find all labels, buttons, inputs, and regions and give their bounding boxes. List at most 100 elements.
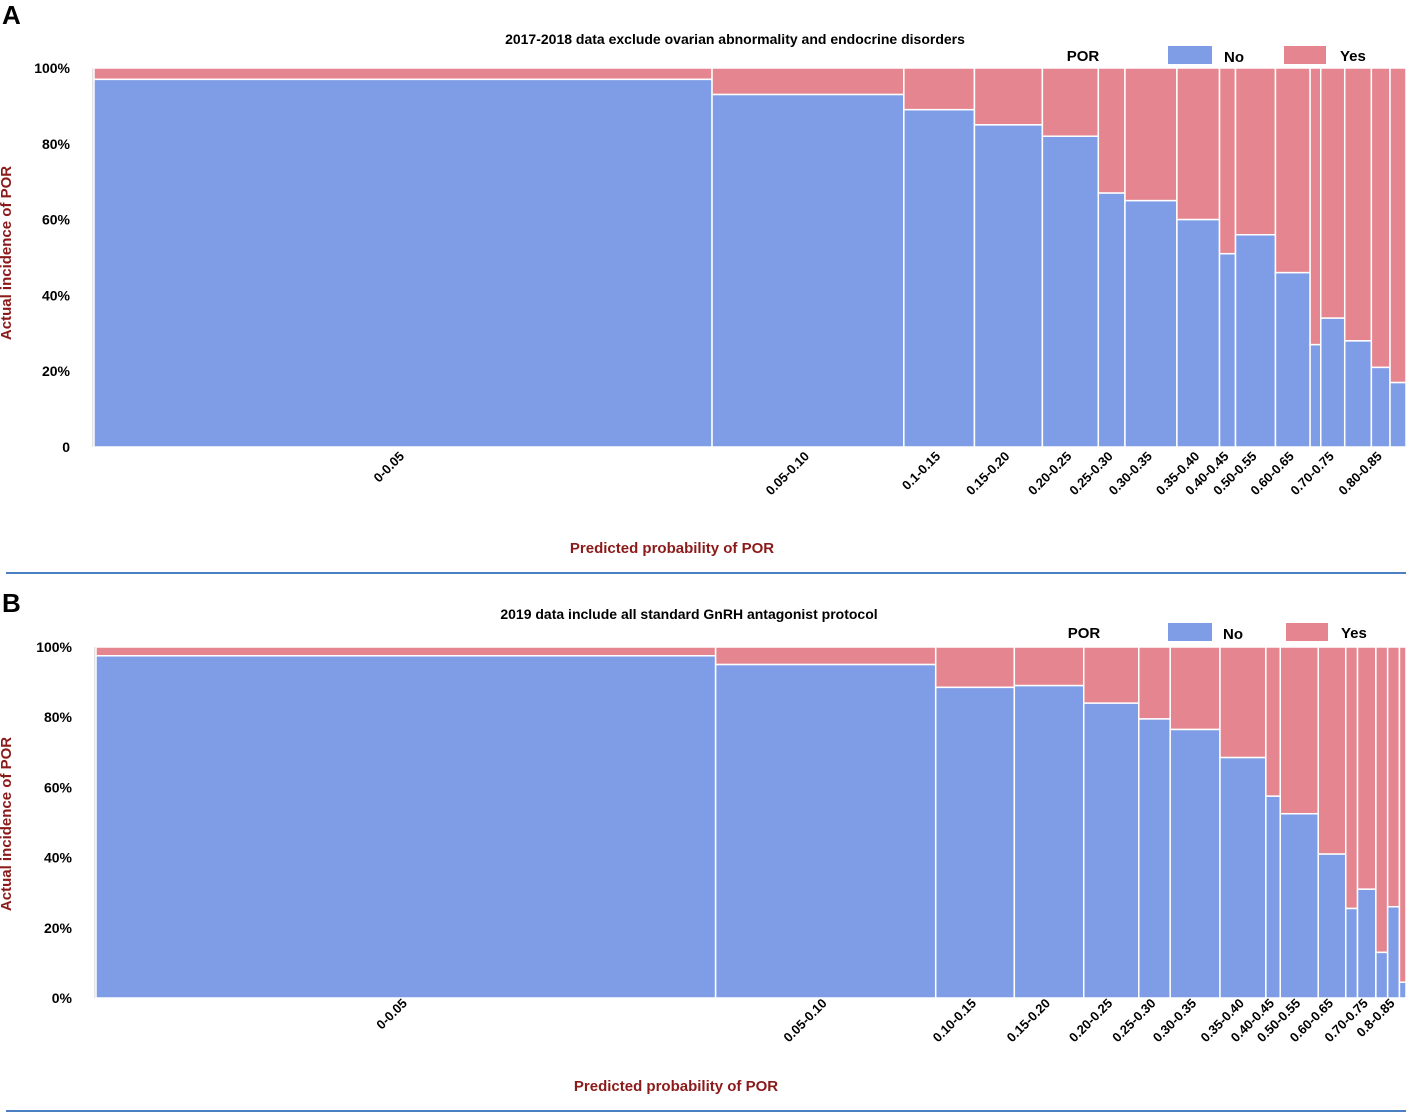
x-axis-label-b: Predicted probability of POR: [574, 1078, 778, 1095]
plot-area-a: 0 20% 40% 60% 80% 100% 0-0.05 0.05-0.10 0.1-0.15…: [34, 60, 1407, 498]
x-tick-label-b-2: 0.10-0.15: [930, 996, 979, 1045]
legend-label-no-a: No: [1224, 49, 1244, 66]
bar-yes-a-16: [1370, 67, 1391, 369]
bar-yes-b-7: [1219, 646, 1267, 759]
bar-yes-a-5: [1097, 67, 1126, 194]
y-tick-label-b: 0%: [52, 990, 73, 1006]
bar-yes-b-8: [1265, 646, 1281, 797]
bar-no-b-2: [934, 686, 1016, 999]
bar-no-b-14: [1356, 888, 1377, 999]
y-tick-label-b: 40%: [44, 850, 73, 866]
y-tick-label-b: 20%: [44, 920, 73, 936]
bar-no-a-16: [1370, 366, 1391, 448]
panel-letter-a: A: [2, 0, 21, 30]
bar-yes-a-10: [1234, 67, 1277, 236]
y-axis-label-b: Actual incidence of POR: [0, 737, 15, 911]
x-tick-label-a-0: 0-0.05: [370, 449, 407, 486]
legend-swatch-no-b: [1168, 623, 1212, 641]
bar-no-b-0: [95, 655, 717, 999]
bar-yes-a-13: [1309, 67, 1322, 346]
x-tick-label-a-3: 0.15-0.20: [963, 449, 1012, 498]
bar-no-b-6: [1169, 728, 1221, 999]
bar-no-b-1: [714, 663, 937, 999]
bar-no-b-4: [1082, 702, 1140, 999]
bar-yes-a-0: [93, 67, 713, 81]
legend-title-a: POR: [1067, 48, 1100, 65]
bar-no-a-4: [1041, 135, 1100, 448]
legend-swatch-yes-b: [1286, 623, 1328, 641]
x-tick-label-a-4: 0.20-0.25: [1025, 449, 1074, 498]
bar-yes-a-2: [903, 67, 976, 111]
x-tick-label-b-1: 0.05-0.10: [780, 996, 829, 1045]
bar-yes-a-14: [1320, 67, 1346, 319]
bar-no-a-8: [1218, 252, 1237, 448]
bar-no-b-8: [1265, 795, 1281, 999]
chart-title-b: 2019 data include all standard GnRH anta…: [500, 606, 877, 622]
bar-yes-b-5: [1138, 646, 1171, 720]
bar-no-a-2: [903, 108, 976, 448]
bar-yes-a-7: [1176, 67, 1221, 221]
x-tick-label-b-4: 0.20-0.25: [1066, 996, 1115, 1045]
y-tick-label-a: 40%: [42, 287, 71, 303]
bar-no-a-13: [1309, 343, 1322, 448]
plot-area-b: 0% 20% 40% 60% 80% 100% 0-0.05 0.05-0.10 0.10-0.…: [36, 639, 1407, 1045]
bar-no-b-5: [1138, 718, 1171, 999]
legend-label-yes-a: Yes: [1340, 48, 1366, 65]
bar-no-a-1: [711, 93, 905, 448]
bar-yes-a-1: [711, 67, 905, 96]
legend-swatch-yes-a: [1284, 46, 1326, 64]
legend-swatch-no-a: [1168, 46, 1212, 64]
legend-label-no-b: No: [1223, 626, 1243, 643]
bar-no-a-12: [1274, 271, 1311, 448]
bar-no-b-12: [1317, 853, 1347, 999]
bar-yes-a-4: [1041, 67, 1100, 137]
x-tick-label-a-1: 0.05-0.10: [763, 449, 812, 498]
bar-yes-a-17: [1389, 67, 1407, 384]
bar-yes-a-15: [1343, 67, 1373, 342]
bar-no-a-17: [1389, 381, 1407, 448]
bar-yes-b-13: [1344, 646, 1359, 910]
bar-no-a-7: [1176, 218, 1221, 448]
bar-yes-a-8: [1218, 67, 1237, 255]
bar-no-b-7: [1219, 756, 1267, 999]
bar-no-b-15: [1375, 951, 1389, 999]
bar-yes-b-3: [1013, 646, 1085, 687]
x-tick-label-a-6: 0.30-0.35: [1106, 449, 1155, 498]
bar-no-b-13: [1344, 907, 1359, 999]
bar-yes-b-6: [1169, 646, 1221, 731]
panel-letter-b: B: [2, 588, 21, 618]
x-tick-label-b-0: 0-0.05: [373, 996, 410, 1033]
y-axis-label-a: Actual incidence of POR: [0, 166, 15, 340]
bar-yes-a-12: [1274, 67, 1311, 274]
bar-yes-a-3: [973, 67, 1044, 126]
bar-no-a-6: [1124, 199, 1178, 448]
y-tick-label-a: 0: [62, 439, 70, 455]
bar-no-a-3: [973, 124, 1044, 448]
y-tick-label-b: 80%: [44, 709, 73, 725]
y-tick-label-a: 80%: [42, 136, 71, 152]
bar-yes-b-14: [1356, 646, 1377, 890]
bar-yes-b-17: [1398, 646, 1407, 983]
bar-no-a-10: [1234, 234, 1277, 448]
x-tick-label-b-5: 0.25-0.30: [1109, 996, 1158, 1045]
bar-yes-b-10: [1279, 646, 1319, 815]
bar-yes-b-12: [1317, 646, 1347, 855]
x-tick-label-a-16: 0.80-0.85: [1335, 449, 1384, 498]
bar-yes-a-6: [1124, 67, 1178, 202]
x-tick-label-b-6: 0.30-0.35: [1150, 996, 1199, 1045]
bar-yes-b-4: [1082, 646, 1140, 704]
y-tick-label-a: 100%: [34, 60, 70, 76]
y-tick-label-b: 100%: [36, 639, 72, 655]
legend-label-yes-b: Yes: [1341, 625, 1367, 642]
x-tick-label-a-14: 0.70-0.75: [1287, 449, 1336, 498]
bar-no-b-16: [1386, 905, 1401, 999]
x-tick-label-b-3: 0.15-0.20: [1004, 996, 1053, 1045]
bar-yes-b-0: [95, 646, 717, 657]
chart-title-a: 2017-2018 data exclude ovarian abnormali…: [505, 31, 965, 47]
bar-yes-b-2: [934, 646, 1016, 689]
x-axis-label-a: Predicted probability of POR: [570, 540, 774, 557]
bar-no-b-3: [1013, 684, 1085, 999]
y-tick-label-b: 60%: [44, 779, 73, 795]
bar-yes-b-15: [1375, 646, 1389, 954]
